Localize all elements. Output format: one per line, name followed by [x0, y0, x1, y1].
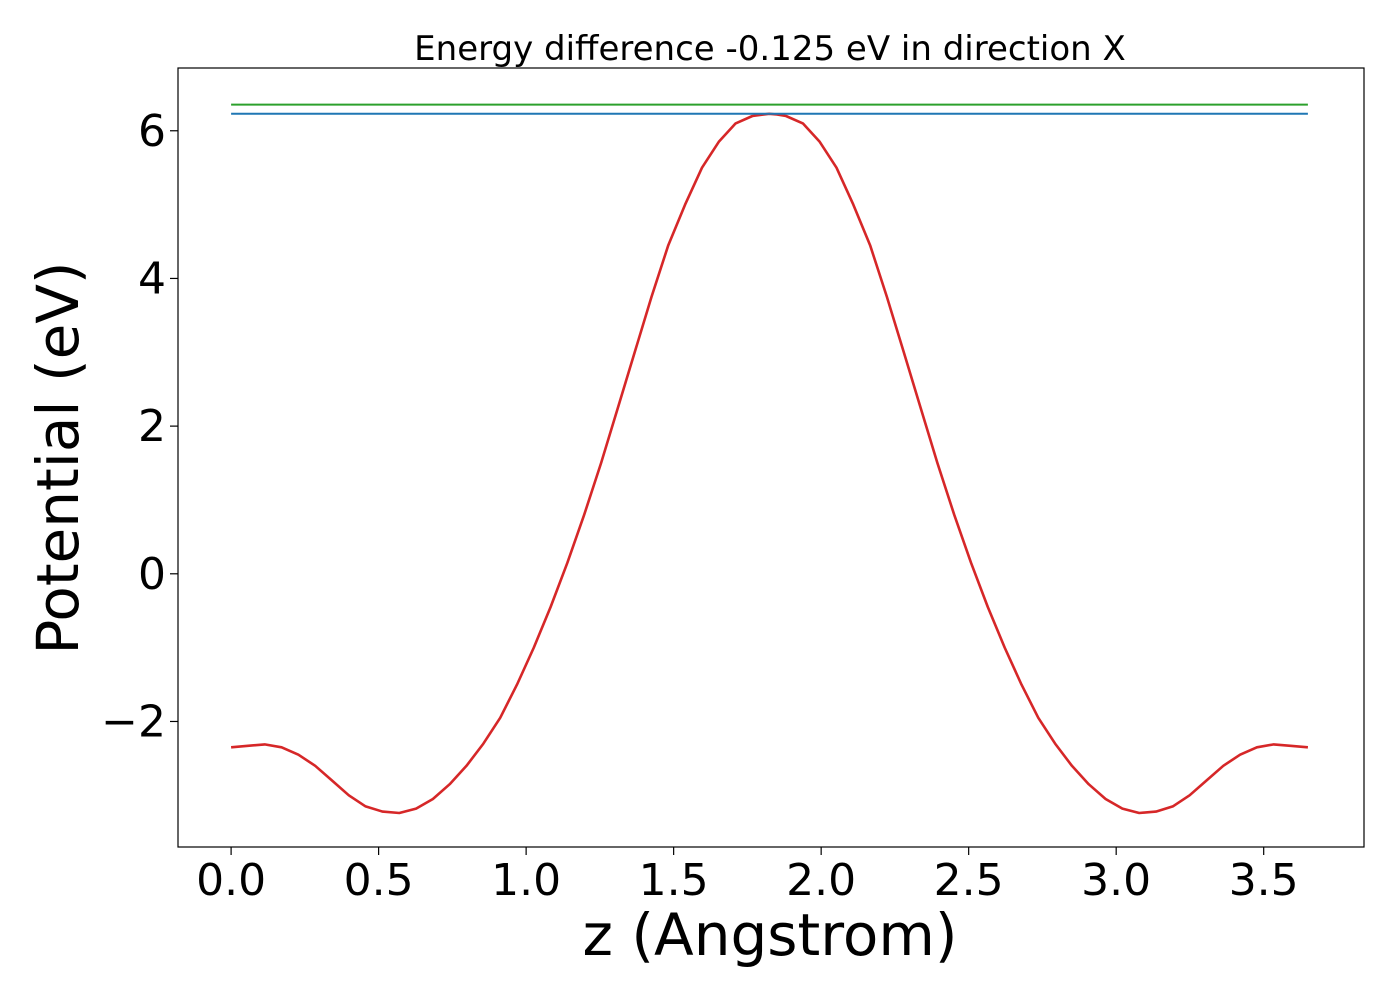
- y-tick-label: −2: [101, 696, 166, 747]
- x-axis-label: z (Angstrom): [583, 901, 958, 969]
- plot-area-frame: [177, 67, 1365, 848]
- chart-title: Energy difference -0.125 eV in direction…: [414, 29, 1126, 69]
- y-tick-label: 0: [138, 549, 166, 600]
- x-tick-label: 3.0: [1081, 855, 1151, 906]
- series-layer: [230, 103, 1309, 815]
- y-tick-label: 4: [138, 253, 166, 304]
- x-tick-label: 1.5: [639, 855, 709, 906]
- x-tick-label: 3.5: [1229, 855, 1299, 906]
- y-tick-label: 6: [138, 106, 166, 157]
- x-tick-label: 0.0: [196, 855, 266, 906]
- y-tick-label: 2: [138, 401, 166, 452]
- x-tick-label: 1.0: [491, 855, 561, 906]
- x-tick-label: 0.5: [344, 855, 414, 906]
- x-tick-label: 2.0: [786, 855, 856, 906]
- x-tick-label: 2.5: [934, 855, 1004, 906]
- y-axis-label: Potential (eV): [24, 261, 92, 654]
- series-line-0: [230, 112, 1309, 815]
- x-axis-ticks: 0.0 0.5 1.0 1.5 2.0 2.5 3.0 3.5: [196, 847, 1299, 906]
- y-axis-ticks: −2 0 2 4 6: [101, 106, 178, 747]
